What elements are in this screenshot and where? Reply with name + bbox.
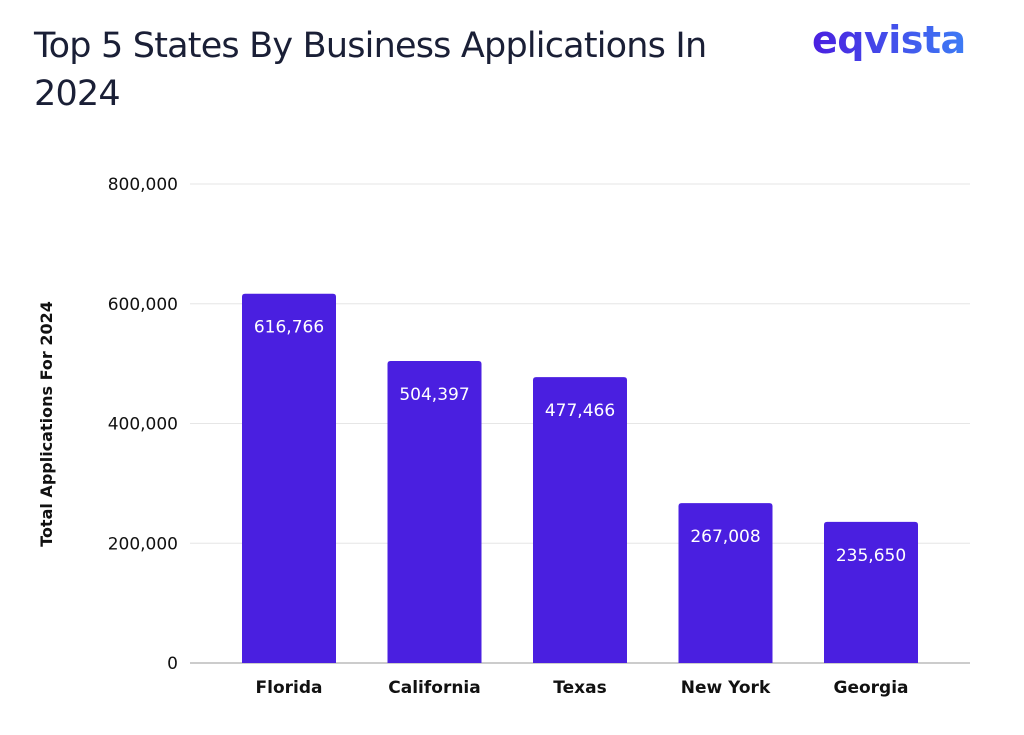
x-tick-label: Texas (553, 678, 606, 698)
x-tick-label: Florida (256, 678, 323, 698)
data-label: 504,397 (399, 385, 469, 405)
x-tick-label: California (388, 678, 480, 698)
y-axis-label: Total Applications For 2024 (37, 301, 56, 547)
bar-texas (533, 377, 627, 663)
bar-california (387, 360, 482, 663)
data-label: 267,008 (690, 527, 760, 547)
y-tick-label: 600,000 (108, 295, 178, 315)
y-tick-label: 800,000 (108, 175, 178, 195)
x-tick-label: Georgia (833, 678, 908, 698)
data-label: 616,766 (254, 318, 324, 338)
chart-title: Top 5 States By Business Applications In… (34, 26, 707, 114)
y-tick-label: 0 (167, 654, 178, 674)
data-label: 477,466 (545, 401, 615, 421)
bar-georgia (824, 521, 918, 663)
eqvista-logo: eqvista (812, 18, 966, 62)
y-tick-label: 200,000 (108, 534, 178, 554)
y-tick-label: 400,000 (108, 415, 178, 435)
bar-new-york (678, 503, 773, 663)
data-label: 235,650 (836, 546, 906, 566)
bar-florida (242, 293, 336, 663)
x-tick-label: New York (681, 678, 771, 698)
